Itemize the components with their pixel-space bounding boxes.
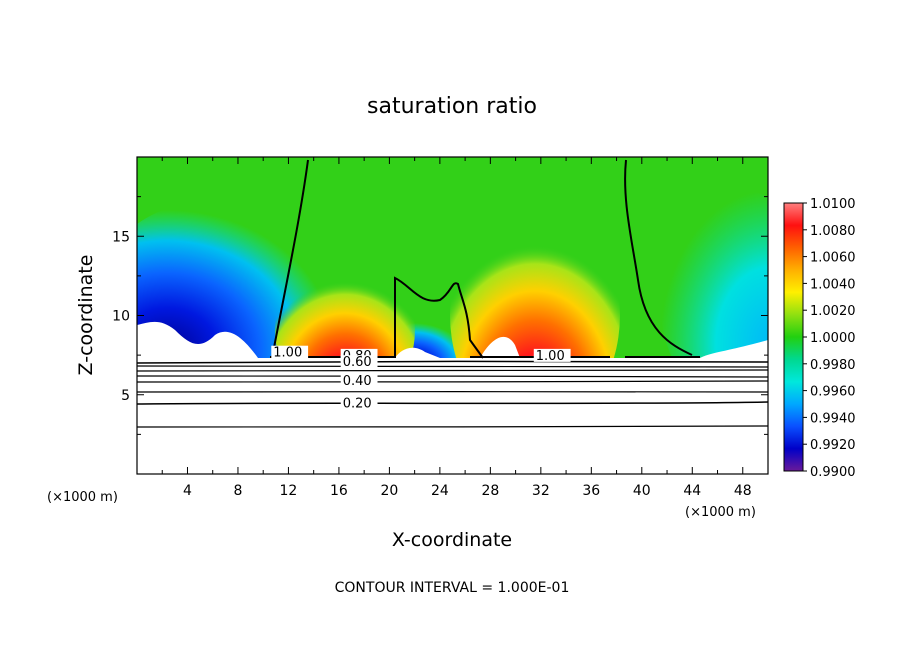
contour-label: 0.20: [343, 396, 372, 411]
colorbar-tick-label: 1.0080: [810, 224, 856, 239]
contour-label-bg: [340, 374, 378, 388]
x-unit-label-right: (×1000 m): [685, 505, 756, 520]
contour-line-0-20: [137, 401, 768, 405]
contour-label: 0.60: [343, 355, 372, 370]
x-tick-label: 48: [734, 483, 752, 499]
plot-area: 1.000.800.600.400.201.00: [137, 157, 768, 474]
colorbar-tick-label: 0.9920: [810, 438, 856, 453]
contour-line-1-00-right: [624, 159, 693, 356]
x-tick-label: 16: [330, 483, 348, 499]
contour-lines: [137, 159, 768, 428]
y-axis-label: Z-coordinate: [75, 255, 97, 376]
chart-title: saturation ratio: [367, 94, 537, 119]
contour-label: 0.40: [343, 374, 372, 389]
x-tick-label: 24: [431, 483, 449, 499]
y-tick-label: 10: [112, 309, 130, 325]
colorbar-tick-label: 1.0060: [810, 251, 856, 266]
contour-label-bg: [340, 355, 378, 369]
x-tick-label: 28: [481, 483, 499, 499]
x-tick-label: 32: [532, 483, 550, 499]
colorbar-tick-label: 0.9960: [810, 385, 856, 400]
colorbar-tick-label: 0.9940: [810, 411, 856, 426]
x-unit-label-left: (×1000 m): [47, 490, 118, 505]
contour-label-bg: [271, 345, 309, 359]
x-tick-label: 40: [633, 483, 651, 499]
colorbar: 1.0100 1.0080 1.0060 1.0040 1.0020 1.0000 0.99…: [783, 197, 856, 480]
colorbar-scale: [783, 202, 804, 472]
x-axis-label: X-coordinate: [392, 529, 512, 551]
y-axis-ticks: 5 10 15: [112, 196, 768, 435]
colorbar-tick-label: 0.9980: [810, 358, 856, 373]
contour-interval-note: CONTOUR INTERVAL = 1.000E-01: [335, 580, 570, 596]
colorbar-tick-label: 0.9900: [810, 465, 856, 480]
field-terrain-mask: [137, 321, 768, 474]
x-tick-label: 12: [280, 483, 298, 499]
y-tick-label: 5: [121, 388, 130, 404]
contour-label: 1.00: [273, 346, 302, 361]
colorbar-tick-label: 1.0000: [810, 331, 856, 346]
field-terrain-bump-3: [700, 340, 768, 358]
colorbar-ticks: 1.0100 1.0080 1.0060 1.0040 1.0020 1.0000 0.99…: [803, 197, 856, 480]
y-tick-label: 15: [112, 229, 130, 245]
colorbar-tick-label: 1.0040: [810, 277, 856, 292]
contour-label-bg: [533, 348, 571, 362]
contour-labels: 1.000.800.600.400.201.00: [271, 345, 571, 411]
x-tick-label: 4: [183, 483, 192, 499]
x-tick-label: 8: [233, 483, 242, 499]
colorbar-tick-label: 1.0020: [810, 304, 856, 319]
field-terrain-bump: [395, 347, 440, 358]
x-tick-label: 36: [582, 483, 600, 499]
x-axis-ticks: 4 8 12 16 20 24 28 32 36 40 44 48: [161, 157, 752, 499]
x-tick-label: 44: [683, 483, 701, 499]
x-tick-label: 20: [380, 483, 398, 499]
contour-label: 1.00: [536, 349, 565, 364]
contour-line-1-00: [271, 159, 309, 359]
contour-line-0-80: [137, 360, 768, 364]
contour-line-0-40: [137, 380, 768, 383]
colorbar-tick-label: 1.0100: [810, 197, 856, 212]
contour-line-1-00-center: [394, 276, 484, 359]
contour-label-bg: [340, 396, 378, 410]
contour-line-0-60: [137, 369, 768, 372]
field-terrain-bump-2: [480, 336, 520, 358]
